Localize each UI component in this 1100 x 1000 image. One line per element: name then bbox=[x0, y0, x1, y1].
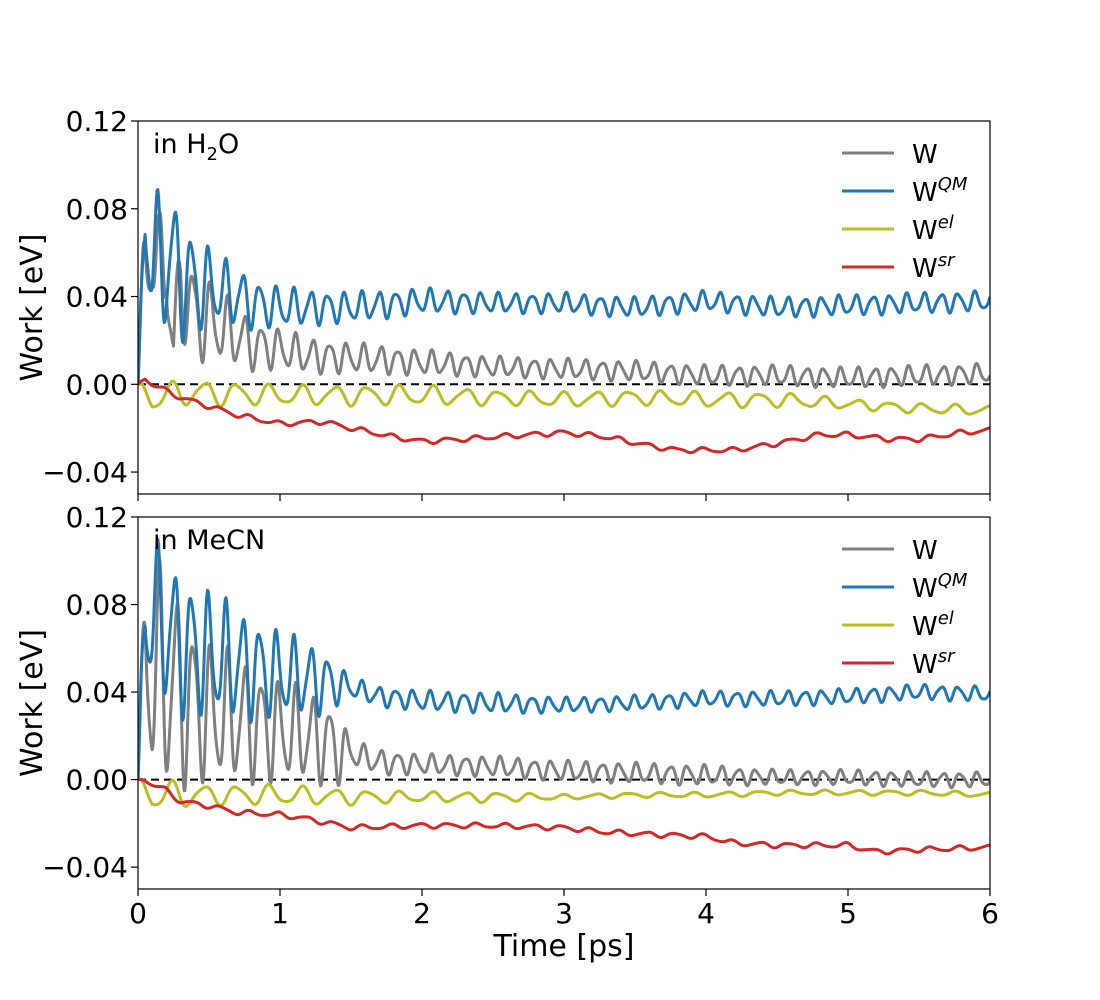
legend-label-base: W bbox=[912, 178, 938, 208]
legend-label-superscript: el bbox=[938, 608, 954, 629]
legend-label-QM: WQM bbox=[912, 174, 968, 208]
y-tick-label: 0.12 bbox=[66, 501, 128, 534]
legend-label-base: W bbox=[912, 216, 938, 246]
x-tick-label: 3 bbox=[555, 897, 573, 930]
series-line-total bbox=[138, 210, 990, 390]
panel-2: −0.04 0.00 0.04 0.08 0.12 0 1 2 3 4 5 6 Work [eV] Tim… bbox=[15, 501, 999, 964]
x-tick-label: 4 bbox=[697, 897, 715, 930]
legend-label-el: Wel bbox=[912, 608, 954, 642]
legend-label-base: W bbox=[912, 574, 938, 604]
y-tick-label: 0.08 bbox=[66, 589, 128, 622]
y-tick-label: 0.08 bbox=[66, 193, 128, 226]
legend-label-base: W bbox=[912, 536, 938, 566]
legend-label-el: Wel bbox=[912, 212, 954, 246]
series-line-el bbox=[138, 379, 990, 416]
x-tick-label: 2 bbox=[413, 897, 431, 930]
legend-label-total: W bbox=[912, 536, 938, 566]
legend-label-base: W bbox=[912, 612, 938, 642]
x-tick-label: 6 bbox=[981, 897, 999, 930]
x-tick-label: 5 bbox=[839, 897, 857, 930]
series-line-total bbox=[138, 556, 990, 793]
y-tick-label: 0.00 bbox=[66, 368, 128, 401]
panel-label: in H2O bbox=[153, 129, 239, 165]
y-axis-label: Work [eV] bbox=[15, 629, 50, 777]
panel-label-subscript: 2 bbox=[207, 144, 218, 165]
x-axis-label: Time [ps] bbox=[492, 929, 634, 964]
legend-label-superscript: el bbox=[938, 212, 954, 233]
y-tick-label: 0.00 bbox=[66, 764, 128, 797]
legend-label-sr: Wsr bbox=[912, 646, 956, 680]
y-tick-label: 0.04 bbox=[66, 281, 128, 314]
y-tick-label: 0.12 bbox=[66, 105, 128, 138]
x-tick-label: 0 bbox=[129, 897, 147, 930]
legend-label-sr: Wsr bbox=[912, 250, 956, 284]
series-line-el bbox=[138, 777, 990, 808]
legend-label-base: W bbox=[912, 650, 938, 680]
panel-label-prefix: in H bbox=[153, 129, 207, 160]
series-line-sr bbox=[138, 777, 990, 856]
series-line-QM bbox=[138, 188, 990, 385]
y-tick-label: −0.04 bbox=[42, 456, 128, 489]
series-line-QM bbox=[138, 537, 990, 780]
x-tick-label: 1 bbox=[271, 897, 289, 930]
legend-label-QM: WQM bbox=[912, 570, 968, 604]
legend-label-superscript: QM bbox=[938, 174, 968, 195]
legend-label-base: W bbox=[912, 254, 938, 284]
legend-label-superscript: sr bbox=[938, 250, 956, 271]
legend-label-base: W bbox=[912, 140, 938, 170]
y-axis-label: Work [eV] bbox=[15, 234, 50, 382]
series-group bbox=[138, 188, 990, 455]
series-group bbox=[138, 537, 990, 856]
y-tick-label: −0.04 bbox=[42, 851, 128, 884]
panel-label-prefix: in MeCN bbox=[153, 525, 265, 556]
panel-label: in MeCN bbox=[153, 525, 265, 556]
y-tick-label: 0.04 bbox=[66, 676, 128, 709]
legend-label-total: W bbox=[912, 140, 938, 170]
series-line-sr bbox=[138, 377, 990, 455]
legend-label-superscript: QM bbox=[938, 570, 968, 591]
legend-label-superscript: sr bbox=[938, 646, 956, 667]
panel-label-suffix: O bbox=[218, 129, 239, 160]
